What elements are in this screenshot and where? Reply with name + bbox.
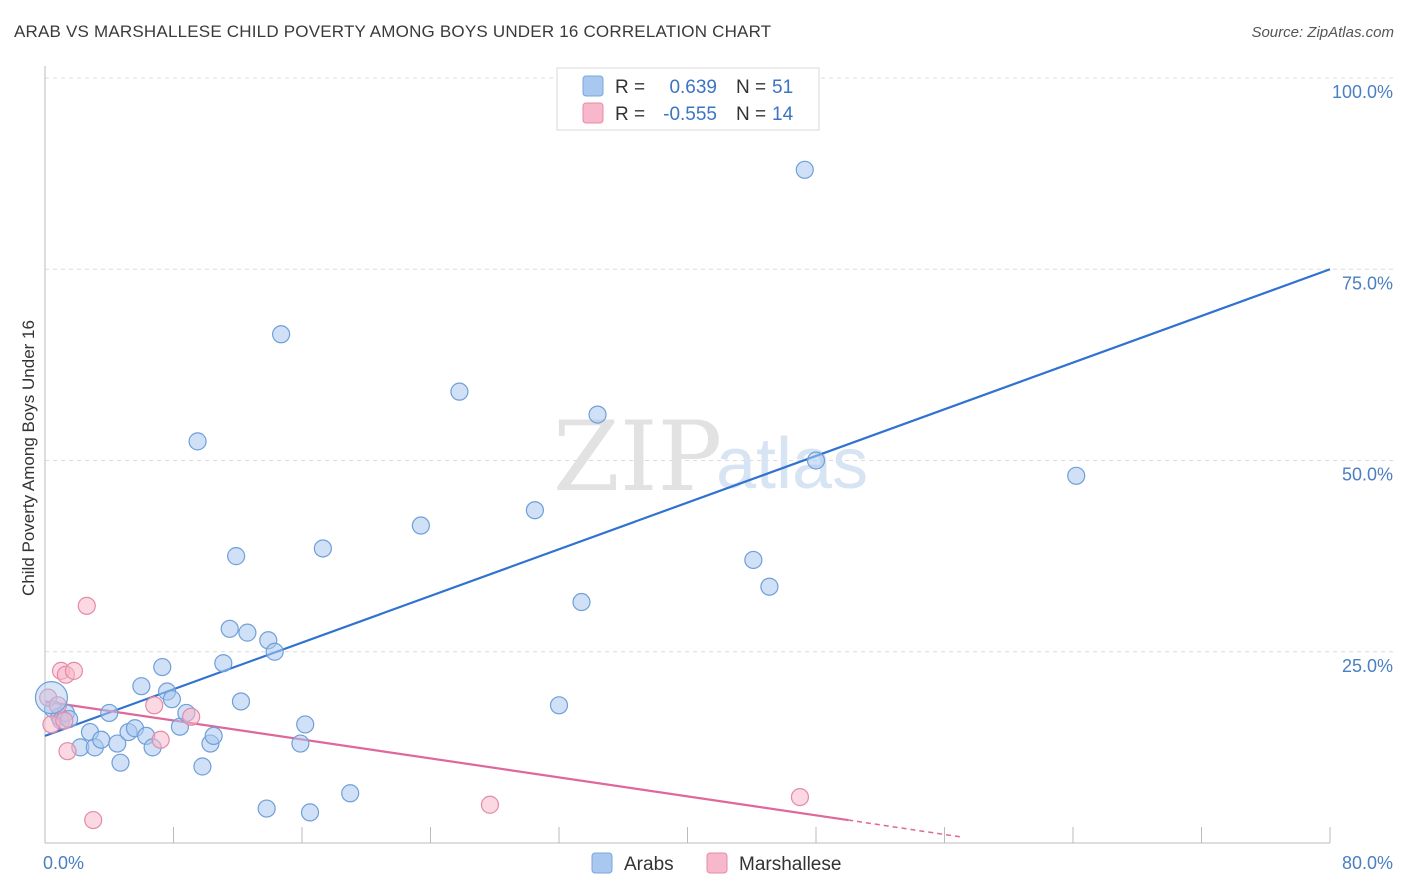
grid-lines <box>45 77 1393 653</box>
arabs-point <box>806 451 826 470</box>
arabs-point <box>111 753 130 772</box>
marshallese-point <box>58 742 77 761</box>
arabs-point <box>1067 466 1086 485</box>
arabs-point <box>257 799 276 818</box>
legend-r-label-marshallese: R = <box>615 104 645 125</box>
arabs-point <box>231 692 251 711</box>
data-points <box>34 160 1086 830</box>
y-tick-label: 75.0% <box>1342 273 1393 293</box>
correlation-legend: R = 0.639 N = 51 R = -0.555 N = 14 <box>556 67 820 131</box>
x-tick-label-min: 0.0% <box>43 853 84 873</box>
legend-r-label-arabs: R = <box>615 77 645 98</box>
arabs-point <box>572 592 591 612</box>
arabs-point <box>204 726 223 746</box>
arabs-point <box>153 657 172 677</box>
arabs-point <box>300 803 320 822</box>
bottom-legend-label-marshallese: Marshallese <box>739 854 841 875</box>
marshallese-point <box>84 810 103 830</box>
arabs-point-cluster <box>34 681 69 715</box>
marshallese-point <box>55 711 74 730</box>
arabs-point <box>214 654 233 673</box>
x-tick-label-max: 80.0% <box>1342 853 1393 873</box>
arabs-point <box>525 501 545 520</box>
watermark-zip: ZIP <box>553 401 722 513</box>
arabs-point <box>341 784 360 803</box>
arabs-point <box>588 405 607 424</box>
marshallese-point <box>182 707 201 726</box>
marshallese-point <box>151 730 170 749</box>
bottom-legend-label-arabs: Arabs <box>624 854 674 875</box>
bottom-legend-swatch-marshallese <box>706 852 728 874</box>
legend-n-value-arabs: 51 <box>772 77 793 98</box>
bottom-legend-swatch-arabs <box>591 852 613 874</box>
y-tick-label: 100.0% <box>1332 82 1393 102</box>
marshallese-point <box>480 795 500 814</box>
arabs-point <box>291 734 310 753</box>
series-legend: Arabs Marshallese <box>591 852 841 875</box>
legend-n-label-arabs: N = <box>736 77 766 98</box>
arabs-point <box>450 382 469 401</box>
legend-n-label-marshallese: N = <box>736 104 766 125</box>
marshallese-point <box>145 696 164 715</box>
arabs-point <box>188 432 207 451</box>
arabs-point <box>193 757 212 776</box>
legend-r-value-marshallese: -0.555 <box>663 104 717 125</box>
arabs-point <box>132 677 151 696</box>
marshallese-point <box>790 787 810 807</box>
arabs-point <box>296 715 315 734</box>
arabs-point <box>411 516 430 535</box>
arabs-point <box>272 325 291 344</box>
chart-title: ARAB VS MARSHALLESE CHILD POVERTY AMONG … <box>14 22 772 41</box>
arabs-point <box>108 734 127 753</box>
axes <box>44 66 1331 844</box>
arabs-point <box>265 642 284 661</box>
arabs-point <box>100 703 119 723</box>
arabs-point <box>795 160 814 179</box>
arabs-point <box>162 690 181 709</box>
legend-swatch-arabs <box>582 75 604 97</box>
arabs-point <box>238 623 257 642</box>
legend-n-value-marshallese: 14 <box>772 104 794 125</box>
arabs-point <box>760 577 779 596</box>
tick-labels: 25.0% 50.0% 75.0% 100.0% 0.0% 80.0% <box>43 82 1393 873</box>
marshallese-trend-line <box>44 700 849 822</box>
arabs-point <box>220 619 239 638</box>
arabs-point <box>313 539 332 558</box>
arabs-point <box>549 696 569 715</box>
arabs-point <box>744 550 763 570</box>
arabs-point <box>92 730 111 749</box>
arabs-trend-line <box>44 268 1331 737</box>
y-tick-label: 50.0% <box>1342 465 1393 485</box>
marshallese-point <box>64 661 84 680</box>
arabs-point <box>227 547 246 566</box>
marshallese-point <box>77 596 96 615</box>
marshallese-trend-extension <box>848 819 961 838</box>
y-tick-label: 25.0% <box>1342 656 1393 676</box>
source-label: Source: ZipAtlas.com <box>1251 24 1394 41</box>
legend-swatch-marshallese <box>582 102 604 124</box>
legend-r-value-arabs: 0.639 <box>669 77 717 98</box>
y-axis-title: Child Poverty Among Boys Under 16 <box>19 320 38 596</box>
